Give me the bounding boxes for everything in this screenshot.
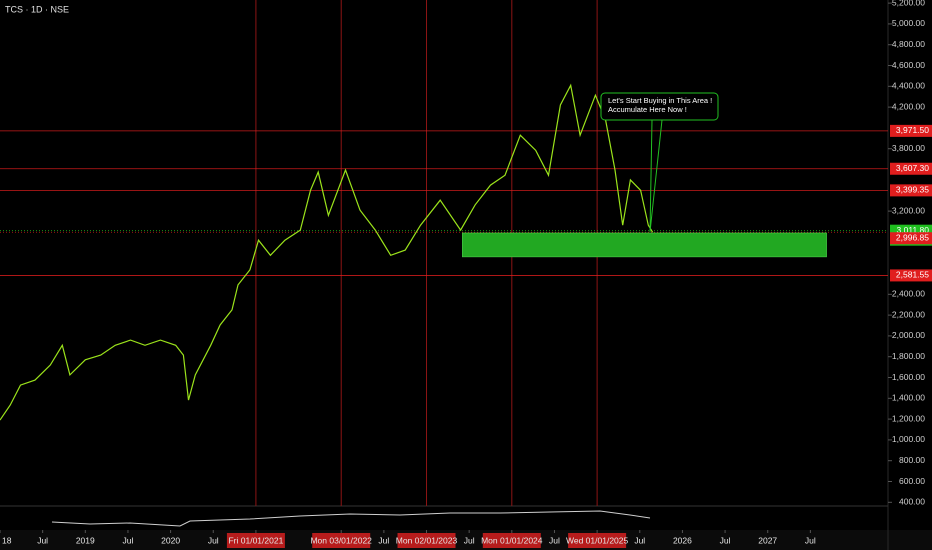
callout-text: Accumulate Here Now ! xyxy=(608,105,687,114)
price-tag-label: 3,607.30 xyxy=(896,163,929,173)
y-tick-label: 4,200.00 xyxy=(892,101,925,111)
y-tick-label: 5,000.00 xyxy=(892,18,925,28)
y-tick-label: 1,200.00 xyxy=(892,413,925,423)
y-tick-label: 600.00 xyxy=(899,476,925,486)
y-tick-label: 800.00 xyxy=(899,455,925,465)
callout-pointer xyxy=(649,119,663,232)
price-tag-label: 2,581.55 xyxy=(896,270,929,280)
x-tick-label: 2020 xyxy=(161,535,180,545)
x-tick-label: Jul xyxy=(805,535,816,545)
price-tag xyxy=(890,232,932,245)
highlight-label-bg xyxy=(568,533,627,548)
y-tick-label: 1,800.00 xyxy=(892,351,925,361)
price-tag xyxy=(890,124,932,137)
x-tick-label: Jul xyxy=(378,535,389,545)
x-tick-label: Jul xyxy=(549,535,560,545)
price-tag xyxy=(890,269,932,282)
highlight-label-bg xyxy=(397,533,456,548)
x-tick-label: Mon 01/01/2024 xyxy=(481,535,543,545)
y-tick-label: 3,800.00 xyxy=(892,143,925,153)
y-tick-label: 1,400.00 xyxy=(892,393,925,403)
x-tick-label: Jul xyxy=(123,535,134,545)
y-tick-label: 4,600.00 xyxy=(892,60,925,70)
x-tick-label: Jul xyxy=(37,535,48,545)
x-tick-label: Jul xyxy=(634,535,645,545)
price-tag-label: 3,971.50 xyxy=(896,125,929,135)
price-tag xyxy=(890,162,932,175)
y-tick-label: 1,000.00 xyxy=(892,434,925,444)
x-tick-label: Wed 01/01/2025 xyxy=(566,535,628,545)
y-tick-label: 2,400.00 xyxy=(892,289,925,299)
price-tag xyxy=(890,184,932,197)
y-tick-label: 400.00 xyxy=(899,497,925,507)
y-tick-label: 1,600.00 xyxy=(892,372,925,382)
callout-box xyxy=(600,92,719,121)
x-tick-label: 2019 xyxy=(76,535,95,545)
y-tick-label: 3,200.00 xyxy=(892,205,925,215)
x-tick-label: Jul xyxy=(720,535,731,545)
x-tick-label: Jul xyxy=(208,535,219,545)
x-tick-label: Mon 02/01/2023 xyxy=(396,535,458,545)
highlight-label-bg xyxy=(482,533,541,548)
callout-text: Let's Start Buying in This Area ! xyxy=(608,96,712,105)
y-tick-label: 4,800.00 xyxy=(892,39,925,49)
y-tick-label: 2,200.00 xyxy=(892,309,925,319)
price-tag-label: 3,399.35 xyxy=(896,185,929,195)
x-tick-label: 2027 xyxy=(758,535,777,545)
x-tick-label: Jul xyxy=(464,535,475,545)
price-line xyxy=(0,83,654,421)
x-tick-label: Fri 01/01/2021 xyxy=(228,535,283,545)
y-tick-label: 5,200.00 xyxy=(892,0,925,7)
indicator-line xyxy=(51,510,651,527)
highlight-label-bg xyxy=(312,533,371,548)
x-tick-label: 18 xyxy=(2,535,12,545)
x-tick-label: Mon 03/01/2022 xyxy=(310,535,372,545)
y-tick-label: 2,000.00 xyxy=(892,330,925,340)
y-tick-label: 4,400.00 xyxy=(892,81,925,91)
highlight-label-bg xyxy=(226,533,285,548)
x-tick-label: 2026 xyxy=(673,535,692,545)
price-tag-label: 3,011.80 xyxy=(897,225,930,235)
buy-zone xyxy=(462,232,827,258)
symbol-title: TCS · 1D · NSE xyxy=(5,4,69,14)
price-tag-label: 2,996.85 xyxy=(896,232,929,242)
